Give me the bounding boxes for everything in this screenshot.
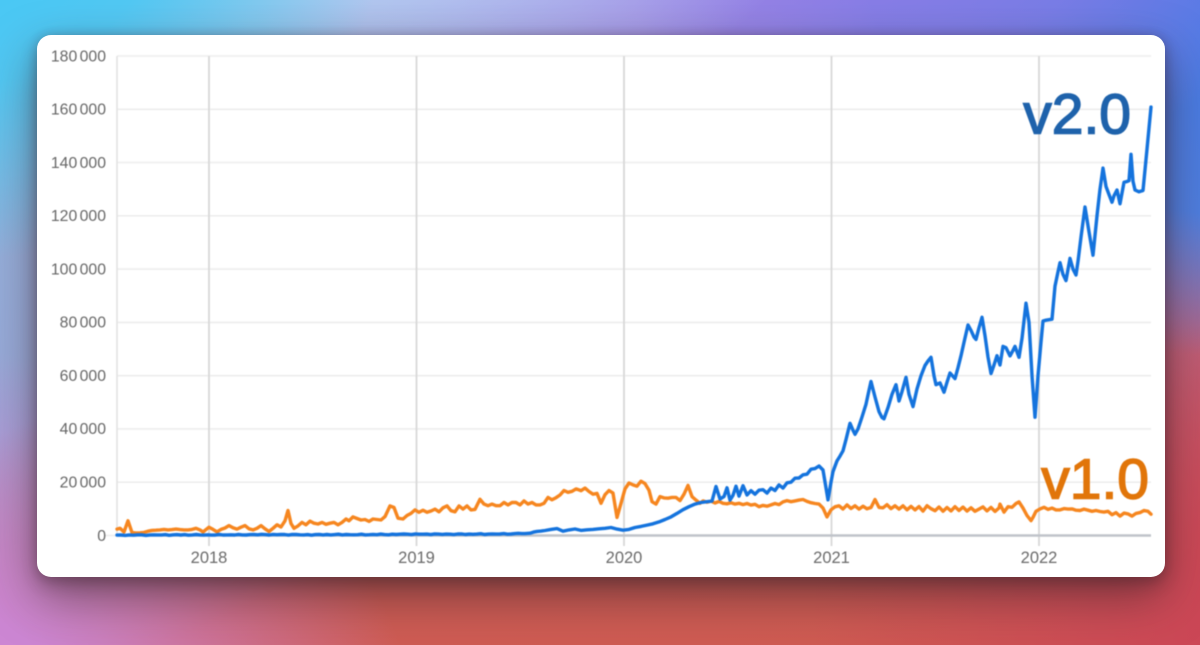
svg-text:2018: 2018 [191, 549, 228, 567]
svg-text:2019: 2019 [398, 549, 435, 567]
svg-text:0: 0 [97, 528, 106, 545]
svg-text:2021: 2021 [813, 549, 850, 567]
svg-text:2022: 2022 [1021, 549, 1058, 567]
svg-text:2020: 2020 [606, 549, 643, 567]
svg-text:v1.0: v1.0 [1041, 448, 1149, 512]
svg-text:v2.0: v2.0 [1023, 83, 1131, 147]
